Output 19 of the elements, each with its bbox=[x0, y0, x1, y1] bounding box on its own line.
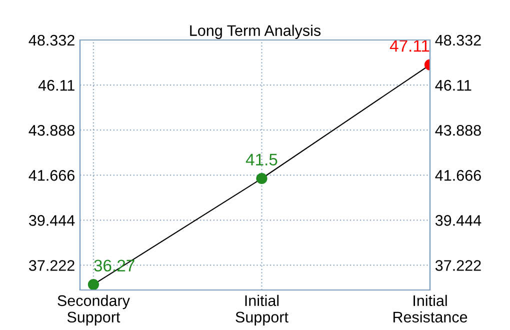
x-tick-label: Secondary Support bbox=[58, 294, 130, 326]
point bbox=[88, 278, 100, 290]
x-tick-label: Initial Resistance bbox=[393, 294, 468, 323]
y2-tick-label: 41.666 bbox=[435, 170, 481, 181]
y-tick-label: 39.444 bbox=[29, 215, 75, 226]
x-tick-label: Initial Support bbox=[236, 294, 288, 326]
y2-tick-label: 46.11 bbox=[435, 80, 472, 91]
point bbox=[256, 172, 268, 184]
y2-tick-label: 48.332 bbox=[435, 34, 481, 46]
data-label: 41.5 bbox=[246, 154, 278, 166]
y2-tick-label: 37.222 bbox=[435, 260, 481, 271]
y2-tick-label: 43.888 bbox=[435, 124, 481, 136]
y-tick-label: 46.11 bbox=[38, 80, 74, 91]
y-tick-label: 37.222 bbox=[29, 260, 74, 271]
y2-tick-label: 39.444 bbox=[435, 215, 482, 226]
y-tick-label: 43.888 bbox=[28, 124, 74, 136]
chart-title: Long Term Analysis bbox=[190, 24, 321, 40]
y-tick-label: 48.332 bbox=[28, 34, 74, 46]
y-tick-label: 41.666 bbox=[28, 170, 74, 181]
